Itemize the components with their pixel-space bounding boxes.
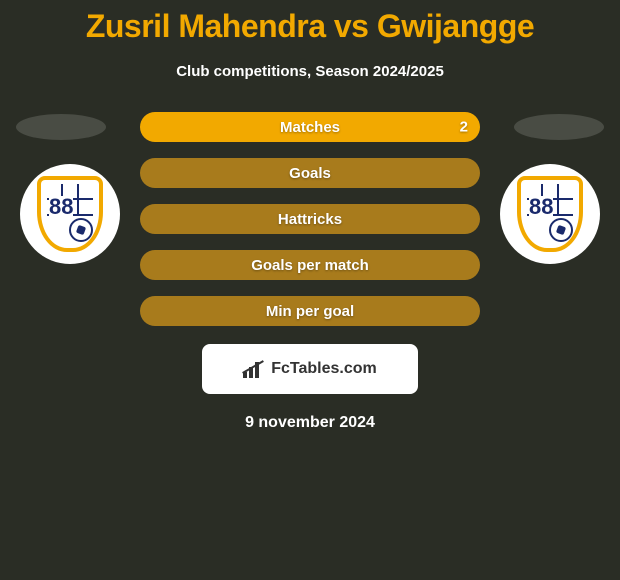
soccer-ball-icon <box>549 218 573 242</box>
stat-label: Goals per match <box>251 257 369 274</box>
footer-date: 9 november 2024 <box>0 414 620 432</box>
shield-number: 88 <box>49 196 73 218</box>
site-watermark: FcTables.com <box>202 344 418 394</box>
stat-label: Min per goal <box>266 303 354 320</box>
bar-chart-icon <box>243 360 265 378</box>
stat-label: Matches <box>280 119 340 136</box>
soccer-ball-icon <box>69 218 93 242</box>
stat-row: 2 Matches <box>0 104 620 150</box>
page-title: Zusril Mahendra vs Gwijangge <box>0 0 620 45</box>
stat-pill-min-per-goal: Min per goal <box>140 296 480 326</box>
stat-value-right: 2 <box>460 119 468 136</box>
stat-pill-goals: Goals <box>140 158 480 188</box>
stat-row: Goals per match <box>0 242 620 288</box>
comparison-panel: 88 88 2 Matches Goals Hattricks <box>0 104 620 432</box>
shield-number: 88 <box>529 196 553 218</box>
stat-pill-matches: 2 Matches <box>140 112 480 142</box>
stat-label: Goals <box>289 165 331 182</box>
stat-pill-goals-per-match: Goals per match <box>140 250 480 280</box>
stat-row: Min per goal <box>0 288 620 334</box>
subtitle: Club competitions, Season 2024/2025 <box>0 63 620 80</box>
stat-label: Hattricks <box>278 211 342 228</box>
stat-pill-hattricks: Hattricks <box>140 204 480 234</box>
site-label: FcTables.com <box>271 360 377 378</box>
